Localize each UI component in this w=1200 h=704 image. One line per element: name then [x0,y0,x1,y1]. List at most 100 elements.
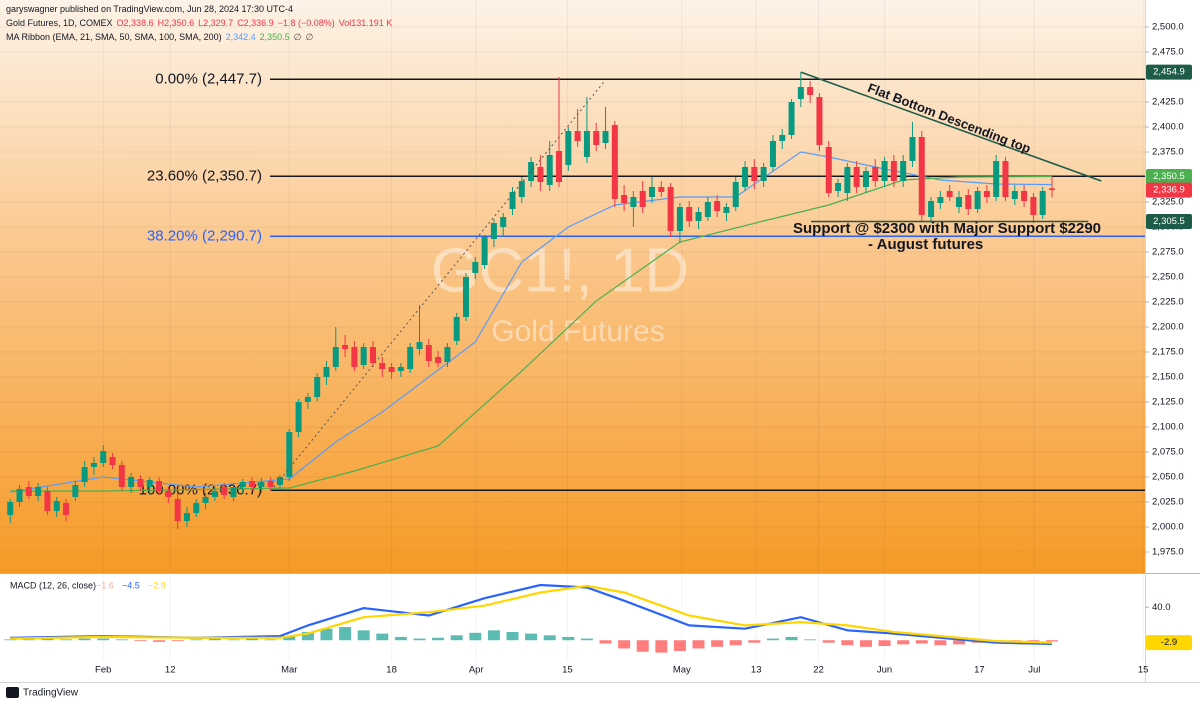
y-tick-label: 2,250.0 [1152,272,1184,283]
ribbon-value: 2,350.5 [259,32,290,42]
histogram-bar [97,638,110,641]
candle-body [928,201,935,217]
candle-body [500,217,507,227]
candle-body [853,167,860,187]
y-tick-label: 2,225.0 [1152,297,1184,308]
histogram-bar [246,638,259,641]
candle-body [797,87,804,99]
histogram-bar [655,640,668,653]
candle-body [937,197,944,203]
brand-logo [6,687,19,698]
histogram-bar [357,630,370,641]
candle-body [490,223,497,239]
histogram-bar [543,635,556,641]
candle-body [156,481,163,491]
histogram-bar [673,640,686,651]
price-badge [1146,214,1192,229]
candle-body [351,347,358,367]
annotation: - August futures [868,236,983,253]
candle-body [137,479,144,487]
candle-body [304,397,311,402]
candle-body [611,125,618,199]
candle-body [983,191,990,197]
candle-body [862,171,869,187]
candle-body [742,167,749,187]
trendline [800,71,1102,182]
watermark-name: Gold Futures [491,315,664,348]
candle-body [816,97,823,145]
candle-body [974,191,981,209]
candle-body [1002,161,1009,197]
histogram-bar [915,640,928,644]
candle-body [90,463,97,467]
macd-legend-value: −4.5 [122,580,140,590]
series-line [10,584,1053,644]
histogram-bar [208,638,221,641]
ohlc-value: O2,338.6 [116,18,154,28]
x-tick-label: Jul [1028,665,1040,676]
candle-body [239,482,246,487]
candle-body [72,485,79,497]
candle-body [25,487,32,496]
candle-body [565,131,572,165]
watermark-symbol: GC1!, 1D [431,236,689,305]
histogram-bar [227,639,240,641]
candle-body [676,207,683,231]
candle-body [760,167,767,181]
candle-body [63,503,70,515]
y-tick-label: 2,325.0 [1152,197,1184,208]
macd-legend-value: −1.6 [96,580,114,590]
y-tick-label: 1,975.0 [1152,547,1184,558]
candle-body [323,367,330,377]
candle-body [825,147,832,193]
candle-body [751,167,758,181]
candle-body [946,191,953,197]
y-tick-label: 40.0 [1152,602,1171,613]
price-badge-label: 2,305.5 [1153,216,1185,227]
histogram-bar [506,631,519,641]
candle-body [890,161,897,181]
candle-body [695,212,702,221]
candle-body [881,161,888,181]
candle-body [146,480,153,487]
price-badge [1146,182,1192,198]
candle-body [295,402,302,432]
candle-body [965,195,972,209]
price-badge-label: -2.9 [1161,637,1177,648]
histogram-bar [450,635,463,641]
candle-body [807,87,814,95]
candle-body [574,131,581,141]
candle-body [909,137,916,161]
candle-body [835,183,842,191]
histogram-bar [618,640,631,649]
ohlc: O2,338.6 H2,350.6 L2,329.7 C2,336.9 −1.8 (−0… [117,18,397,28]
candle-body [16,489,23,502]
histogram-bar [264,639,277,641]
price-badge-label: 2,336.9 [1153,185,1185,196]
candle-body [249,481,256,487]
histogram-bar [134,640,147,642]
histogram-bar [41,638,54,641]
y-tick-label: 2,175.0 [1152,347,1184,358]
candle-body [425,345,432,361]
fib-label: 23.60% (2,350.7) [147,167,262,184]
price-badge-label: 2,350.5 [1153,171,1185,182]
candle-body [453,317,460,341]
y-tick-label: 2,375.0 [1152,147,1184,158]
x-tick-label: 18 [386,665,397,676]
y-tick-label: 2,200.0 [1152,322,1184,333]
histogram-bar [785,636,798,641]
ribbon-line: MA Ribbon (EMA, 21, SMA, 50, SMA, 100, S… [6,30,400,44]
candle-body [444,347,451,362]
price-badge [1146,64,1192,80]
histogram-bar [692,640,705,649]
candle-body [844,167,851,193]
y-tick-label: 2,075.0 [1152,447,1184,458]
ohlc-value: C2,336.9 [237,18,274,28]
histogram-bar [78,638,91,641]
candle-body [202,497,209,503]
candle-body [769,141,776,167]
y-tick-label: 2,125.0 [1152,397,1184,408]
histogram-bar [432,637,445,641]
histogram-bar [283,636,296,641]
